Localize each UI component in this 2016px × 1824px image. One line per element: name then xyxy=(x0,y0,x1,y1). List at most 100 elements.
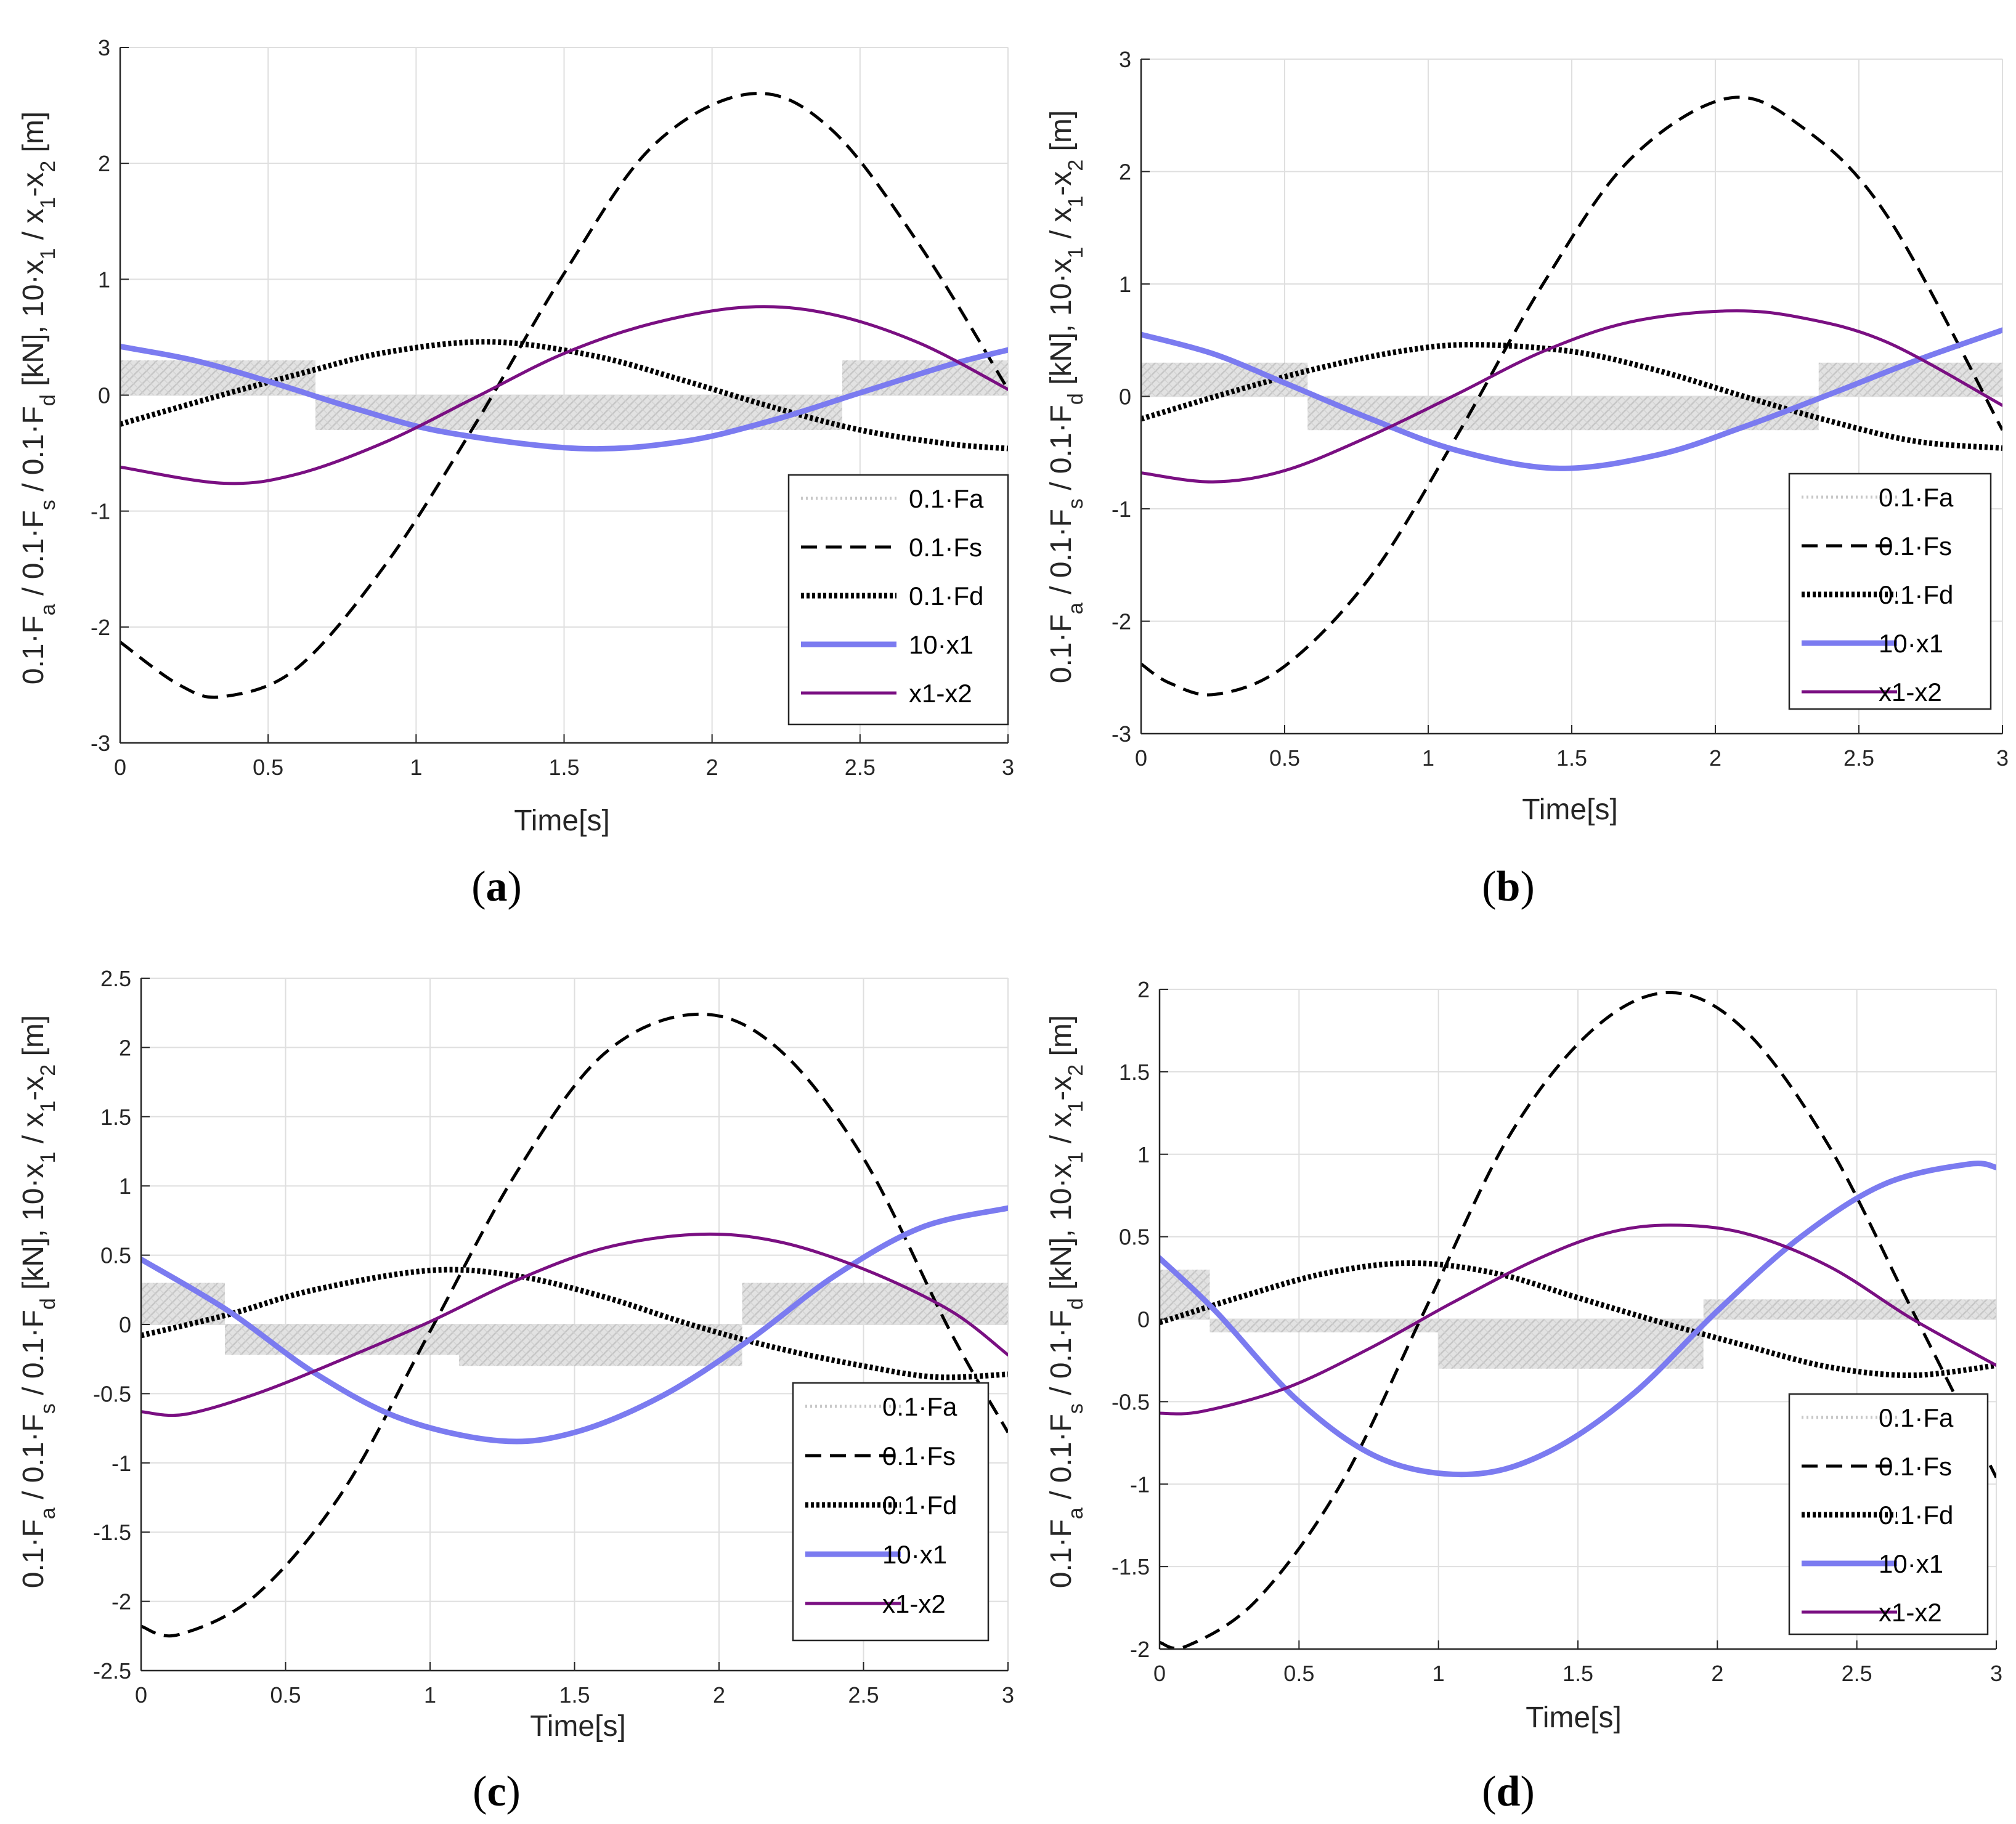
y-axis-label: 0.1·Fa / 0.1·Fs / 0.1·Fd [kN], 10·x1 / x… xyxy=(1045,1015,1087,1588)
series-layer xyxy=(1160,991,1996,1649)
x-tick-label: 0.5 xyxy=(270,1682,301,1708)
legend-label: 0.1·Fs xyxy=(909,533,982,562)
series-line-blue xyxy=(120,343,1008,452)
y-tick-label: -2 xyxy=(91,615,110,640)
legend-label: 0.1·Fs xyxy=(1879,532,1952,561)
y-tick-label: 0.5 xyxy=(100,1243,131,1268)
y-tick-label: -1 xyxy=(112,1451,131,1476)
fa-band-segment xyxy=(1438,1319,1704,1369)
y-tick-label: 0.5 xyxy=(1119,1225,1150,1250)
y-tick-label: 2 xyxy=(1119,160,1131,185)
x-tick-label: 2.5 xyxy=(845,755,876,780)
series-line-dashed xyxy=(141,1012,1008,1638)
x-tick-label: 3 xyxy=(1002,1682,1014,1708)
legend-label: 0.1·Fs xyxy=(1879,1452,1952,1481)
y-tick-label: 2 xyxy=(1137,977,1150,1002)
series-line-dashed xyxy=(1141,95,2002,697)
y-tick-label: 0 xyxy=(1137,1307,1150,1332)
legend-label: 0.1·Fd xyxy=(1879,1501,1953,1530)
series-line-purple xyxy=(120,305,1008,485)
y-tick-label: 1 xyxy=(119,1173,131,1199)
x-tick-label: 0 xyxy=(135,1682,147,1708)
y-tick-label: -2.5 xyxy=(93,1658,131,1684)
x-tick-label: 3 xyxy=(1996,745,2009,771)
legend-label: 0.1·Fd xyxy=(1879,580,1953,609)
y-tick-label: -0.5 xyxy=(93,1381,131,1406)
x-axis-label: Time[s] xyxy=(514,805,610,837)
fa-band-segment xyxy=(141,1283,226,1324)
y-tick-label: -1.5 xyxy=(1112,1554,1150,1579)
panel-d: 0 0.5 1 1.5 2 2.5 3 -2 -1.5 -1 -0.5 0 0.5 1 1.5 2 0.1·F… xyxy=(1045,977,2002,1815)
y-tick-label: 2.5 xyxy=(100,966,131,991)
y-tick-label: -1 xyxy=(91,499,110,524)
x-tick-label: 2 xyxy=(1709,745,1721,771)
series-line-blue xyxy=(1160,1161,1996,1478)
plot-area: 0 0.5 1 1.5 2 2.5 3 -3 -2 -1 0 1 2 3 xyxy=(91,35,1014,780)
y-tick-label: 0 xyxy=(1119,384,1131,410)
series-layer xyxy=(1141,95,2002,697)
y-tick-label: -2 xyxy=(112,1589,131,1615)
legend-label: 0.1·Fd xyxy=(909,582,983,610)
x-tick-label: 2 xyxy=(713,1682,725,1708)
panel-c: 0 0.5 1 1.5 2 2.5 3 -2.5 -2 -1.5 -1 -0.5 0 0.5 1 1.5 2 2.… xyxy=(17,966,1014,1815)
x-tick-label: 2.5 xyxy=(1843,745,1874,771)
x-tick-label: 1 xyxy=(410,755,422,780)
legend-label: x1-x2 xyxy=(1879,1598,1942,1627)
y-tick-label: 2 xyxy=(98,151,110,176)
series-layer xyxy=(120,92,1008,699)
x-axis-label: Time[s] xyxy=(1526,1701,1622,1734)
x-tick-label: 1.5 xyxy=(548,755,579,780)
x-tick-label: 1.5 xyxy=(1563,1661,1593,1686)
x-tick-label: 3 xyxy=(1990,1661,2002,1686)
legend-box xyxy=(792,1382,990,1642)
legend-box xyxy=(787,474,1009,726)
y-tick-label: 1.5 xyxy=(100,1105,131,1130)
series-line-blue xyxy=(141,1205,1008,1445)
y-tick-label: 1.5 xyxy=(1119,1060,1150,1085)
series-line-blue xyxy=(1141,327,2002,471)
x-tick-label: 0.5 xyxy=(1269,745,1300,771)
x-tick-label: 0 xyxy=(1135,745,1147,771)
x-tick-label: 1.5 xyxy=(559,1682,590,1708)
y-tick-label: -1 xyxy=(1112,497,1131,522)
y-tick-label: -0.5 xyxy=(1112,1389,1150,1414)
x-tick-label: 1 xyxy=(1422,745,1434,771)
x-tick-label: 2 xyxy=(1711,1661,1723,1686)
series-line-purple xyxy=(1141,309,2002,484)
y-tick-label: 2 xyxy=(119,1035,131,1060)
caption-label: (d) xyxy=(1482,1768,1535,1815)
y-tick-label: 3 xyxy=(1119,47,1131,72)
legend: 0.1·Fa 0.1·Fs 0.1·Fd 10·x1 x1-x2 xyxy=(787,474,1009,726)
x-tick-label: 1 xyxy=(424,1682,436,1708)
fa-band-segment xyxy=(742,1283,1008,1324)
caption-label: (b) xyxy=(1482,863,1535,910)
legend-label: 0.1·Fs xyxy=(882,1441,956,1470)
legend-box xyxy=(1788,1393,1989,1636)
x-tick-label: 3 xyxy=(1002,755,1014,780)
x-axis-label: Time[s] xyxy=(530,1710,626,1743)
series-line-dotted xyxy=(120,339,1008,452)
legend-box xyxy=(1788,472,1992,710)
y-tick-label: -1.5 xyxy=(93,1520,131,1545)
legend-label: x1-x2 xyxy=(1879,678,1942,707)
x-axis-label: Time[s] xyxy=(1522,793,1618,826)
fa-band-segment xyxy=(1209,1319,1439,1332)
series-line-purple xyxy=(1160,1223,1996,1416)
series-line-dashed xyxy=(120,92,1008,699)
series-line-purple xyxy=(141,1232,1008,1417)
x-tick-label: 0.5 xyxy=(253,755,283,780)
legend-label: 10·x1 xyxy=(882,1540,947,1569)
y-tick-label: 3 xyxy=(98,35,110,60)
y-tick-label: 0 xyxy=(98,383,110,408)
legend-label: 10·x1 xyxy=(1879,629,1943,658)
legend-label: 0.1·Fa xyxy=(1879,1403,1954,1432)
y-tick-label: 1 xyxy=(98,267,110,292)
legend: 0.1·Fa 0.1·Fs 0.1·Fd 10·x1 x1-x2 xyxy=(792,1382,990,1642)
x-tick-label: 2.5 xyxy=(1842,1661,1872,1686)
y-tick-label: -3 xyxy=(1112,721,1131,747)
legend-label: 0.1·Fa xyxy=(1879,483,1954,512)
caption-label: (c) xyxy=(473,1768,521,1815)
